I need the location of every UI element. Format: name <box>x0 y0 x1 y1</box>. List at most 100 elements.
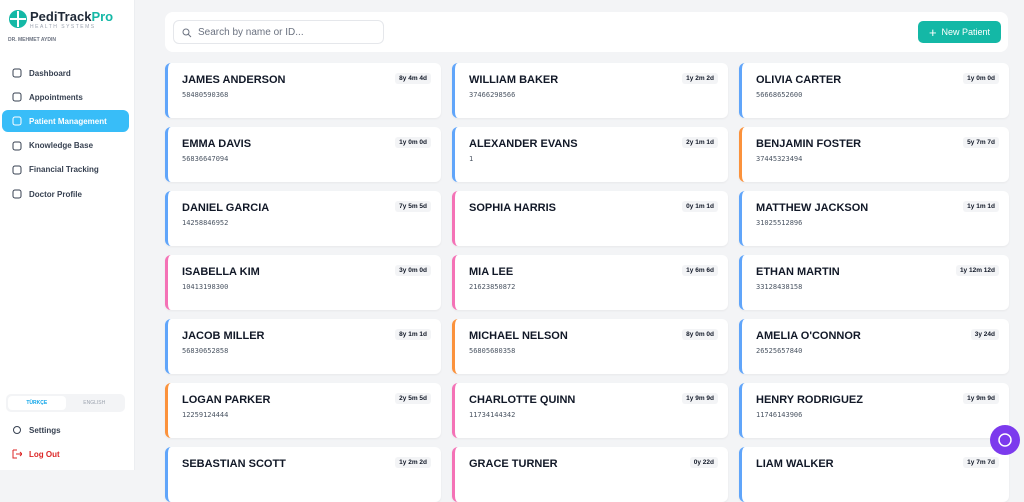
patient-card[interactable]: JAMES ANDERSON 58480590368 8y 4m 4d <box>165 63 441 118</box>
age-badge: 1y 9m 9d <box>682 393 718 404</box>
nav-item[interactable]: Patient Management <box>2 110 129 133</box>
age-badge: 1y 1m 1d <box>963 201 999 212</box>
patient-id: 37445323494 <box>756 155 803 163</box>
patient-card[interactable]: GRACE TURNER 0y 22d <box>452 447 728 502</box>
patient-card[interactable]: ISABELLA KIM 10413198300 3y 0m 0d <box>165 255 441 310</box>
logout-label: Log Out <box>29 449 60 459</box>
nav-item[interactable]: Appointments <box>2 86 129 108</box>
patient-id: 33128438158 <box>756 283 803 291</box>
icon <box>13 426 21 434</box>
patient-id: 11746143906 <box>756 411 803 419</box>
patient-name: ETHAN MARTIN <box>756 266 840 278</box>
nav-label: Patient Management <box>29 116 107 126</box>
patient-card[interactable]: EMMA DAVIS 56836647094 1y 0m 0d <box>165 127 441 182</box>
patient-name: MIA LEE <box>469 266 514 278</box>
search-placeholder: Search by name or ID... <box>198 26 304 38</box>
age-badge: 5y 7m 7d <box>963 137 999 148</box>
patient-card[interactable]: DANIEL GARCIA 14258846952 7y 5m 5d <box>165 191 441 246</box>
language-option[interactable]: TÜRKÇE <box>8 396 66 410</box>
patient-id: 56668652600 <box>756 91 803 99</box>
brand: PediTrackPro <box>30 9 113 24</box>
nav-label: Appointments <box>29 92 83 102</box>
language-toggle: TÜRKÇE ENGLISH <box>6 394 125 412</box>
age-badge: 1y 0m 0d <box>395 137 431 148</box>
patient-name: WILLIAM BAKER <box>469 74 559 86</box>
patient-card[interactable]: LIAM WALKER 1y 7m 7d <box>739 447 1009 502</box>
brand-suffix: Pro <box>91 9 114 24</box>
patient-name: BENJAMIN FOSTER <box>756 138 862 150</box>
patient-id: 26525657840 <box>756 347 803 355</box>
patient-id: 31025512896 <box>756 219 803 227</box>
nav-item[interactable]: Doctor Profile <box>2 183 129 205</box>
toolbar: Search by name or ID... + New Patient <box>165 12 1008 52</box>
patient-card[interactable]: JACOB MILLER 56830652858 8y 1m 1d <box>165 319 441 374</box>
patient-name: ISABELLA KIM <box>182 266 260 278</box>
age-badge: 8y 4m 4d <box>395 73 431 84</box>
age-badge: 3y 0m 0d <box>395 265 431 276</box>
patient-card[interactable]: LOGAN PARKER 12259124444 2y 5m 5d <box>165 383 441 438</box>
settings-label: Settings <box>29 425 61 435</box>
patient-card[interactable]: ALEXANDER EVANS 1 2y 1m 1d <box>452 127 728 182</box>
patient-name: DANIEL GARCIA <box>182 202 270 214</box>
patient-id: 11734144342 <box>469 411 516 419</box>
settings-link[interactable]: Settings <box>2 419 129 441</box>
patient-card[interactable]: ETHAN MARTIN 33128438158 1y 12m 12d <box>739 255 1009 310</box>
patient-name: AMELIA O'CONNOR <box>756 330 861 342</box>
age-badge: 1y 2m 2d <box>395 457 431 468</box>
nav-label: Knowledge Base <box>29 141 94 151</box>
search-input[interactable]: Search by name or ID... <box>173 20 384 44</box>
nav-item[interactable]: Dashboard <box>2 62 129 84</box>
patient-name: EMMA DAVIS <box>182 138 252 150</box>
age-badge: 2y 5m 5d <box>395 393 431 404</box>
patient-card[interactable]: AMELIA O'CONNOR 26525657840 3y 24d <box>739 319 1009 374</box>
age-badge: 0y 22d <box>689 457 718 468</box>
patient-card[interactable]: OLIVIA CARTER 56668652600 1y 0m 0d <box>739 63 1009 118</box>
tagline: HEALTH SYSTEMS <box>30 24 96 30</box>
patient-name: OLIVIA CARTER <box>756 74 842 86</box>
patient-card[interactable]: MICHAEL NELSON 56805680358 8y 0m 0d <box>452 319 728 374</box>
icon <box>12 141 22 151</box>
age-badge: 1y 6m 6d <box>682 265 718 276</box>
nav-label: Dashboard <box>29 68 71 78</box>
patient-id: 56836647094 <box>182 155 229 163</box>
age-badge: 1y 9m 9d <box>963 393 999 404</box>
patient-id: 14258846952 <box>182 219 229 227</box>
nav-item[interactable]: Knowledge Base <box>2 135 129 157</box>
logout-link[interactable]: Log Out <box>2 443 129 465</box>
age-badge: 2y 1m 1d <box>682 137 718 148</box>
icon <box>12 92 22 102</box>
age-badge: 1y 0m 0d <box>963 73 999 84</box>
patient-name: LOGAN PARKER <box>182 394 271 406</box>
sidebar: PediTrackPro HEALTH SYSTEMS DR. MEHMET A… <box>0 0 135 470</box>
patient-card[interactable]: MIA LEE 21623850872 1y 6m 6d <box>452 255 728 310</box>
nav-label: Doctor Profile <box>29 189 82 199</box>
age-badge: 8y 1m 1d <box>395 329 431 340</box>
chat-icon <box>998 433 1012 447</box>
icon <box>12 449 22 459</box>
logo <box>9 10 27 28</box>
patient-name: JAMES ANDERSON <box>182 74 286 86</box>
chat-button[interactable] <box>990 425 1020 455</box>
language-option[interactable]: ENGLISH <box>83 400 106 406</box>
nav-item[interactable]: Financial Tracking <box>2 159 129 181</box>
patient-card[interactable]: MATTHEW JACKSON 31025512896 1y 1m 1d <box>739 191 1009 246</box>
patient-id: 56830652858 <box>182 347 229 355</box>
patient-card[interactable]: HENRY RODRIGUEZ 11746143906 1y 9m 9d <box>739 383 1009 438</box>
patient-card[interactable]: SEBASTIAN SCOTT 1y 2m 2d <box>165 447 441 502</box>
age-badge: 1y 12m 12d <box>955 265 999 276</box>
age-badge: 1y 2m 2d <box>682 73 718 84</box>
icon <box>12 68 22 78</box>
plus-icon: + <box>928 24 937 40</box>
new-patient-button[interactable]: + New Patient <box>918 21 1001 43</box>
patient-card[interactable]: BENJAMIN FOSTER 37445323494 5y 7m 7d <box>739 127 1009 182</box>
patient-name: LIAM WALKER <box>756 458 834 470</box>
patient-id: 21623850872 <box>469 283 516 291</box>
patient-id: 37466298566 <box>469 91 516 99</box>
patient-card[interactable]: SOPHIA HARRIS 0y 1m 1d <box>452 191 728 246</box>
patient-card[interactable]: WILLIAM BAKER 37466298566 1y 2m 2d <box>452 63 728 118</box>
patient-name: JACOB MILLER <box>182 330 265 342</box>
age-badge: 3y 24d <box>970 329 999 340</box>
patient-card[interactable]: CHARLOTTE QUINN 11734144342 1y 9m 9d <box>452 383 728 438</box>
age-badge: 8y 0m 0d <box>682 329 718 340</box>
